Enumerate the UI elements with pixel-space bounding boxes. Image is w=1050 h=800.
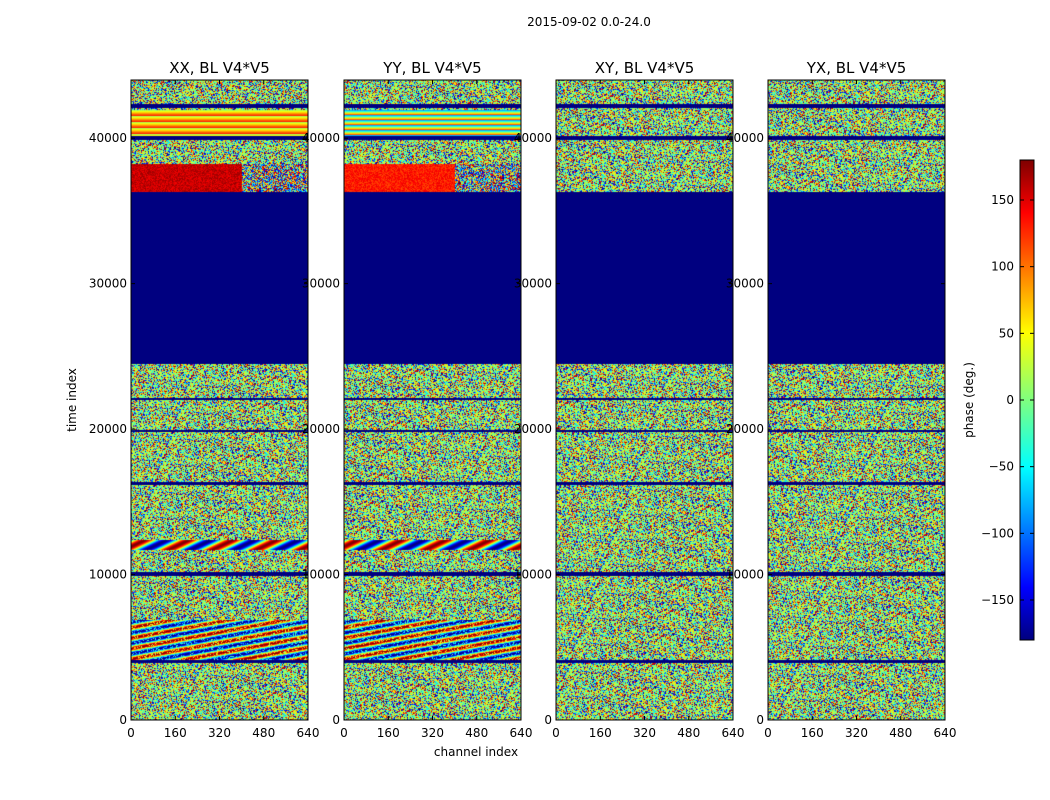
x-axis-label: channel index [434, 745, 518, 759]
y-tick-label: 20000 [726, 422, 764, 436]
x-tick-label: 320 [845, 726, 868, 740]
y-tick-label: 40000 [726, 131, 764, 145]
x-tick-label: 160 [164, 726, 187, 740]
colorbar-tick-label: 100 [991, 260, 1014, 274]
colorbar-tick-label: 50 [999, 326, 1014, 340]
y-tick-label: 10000 [514, 568, 552, 582]
y-tick-label: 0 [119, 713, 127, 727]
x-tick-label: 480 [889, 726, 912, 740]
panel-xx-title: XX, BL V4*V5 [169, 59, 270, 77]
x-tick-label: 640 [510, 726, 533, 740]
colorbar-label: phase (deg.) [962, 362, 976, 438]
x-tick-label: 640 [934, 726, 957, 740]
colorbar: phase (deg.) −150 −100 −50 0 50 100 150 [962, 159, 1035, 641]
y-tick-label: 0 [756, 713, 764, 727]
panel-yx-title: YX, BL V4*V5 [806, 59, 907, 77]
y-tick-label: 40000 [302, 131, 340, 145]
panel-xy: XY, BL V4*V5 0 160 320 480 640 0 10000 20000 3000… [514, 59, 745, 740]
x-tick-label: 0 [552, 726, 560, 740]
panel-yy-title: YY, BL V4*V5 [382, 59, 481, 77]
y-tick-label: 10000 [89, 568, 127, 582]
y-tick-label: 20000 [302, 422, 340, 436]
colorbar-tick-label: 0 [1006, 393, 1014, 407]
y-tick-label: 30000 [514, 277, 552, 291]
y-tick-label: 10000 [726, 568, 764, 582]
y-tick-label: 30000 [89, 277, 127, 291]
x-tick-label: 160 [377, 726, 400, 740]
figure-title: 2015-09-02 0.0-24.0 [527, 15, 651, 29]
y-tick-label: 20000 [514, 422, 552, 436]
x-tick-label: 640 [722, 726, 745, 740]
colorbar-tick-label: −50 [989, 460, 1014, 474]
panel-yx: YX, BL V4*V5 0 160 320 480 640 0 10000 20000 3000… [726, 59, 957, 740]
y-tick-label: 30000 [302, 277, 340, 291]
y-tick-label: 10000 [302, 568, 340, 582]
y-tick-label: 0 [544, 713, 552, 727]
panel-yy: YY, BL V4*V5 0 160 320 480 640 0 10000 20000 3000… [302, 59, 533, 740]
y-axis-label: time index [65, 368, 79, 432]
x-tick-label: 320 [633, 726, 656, 740]
panel-yx-heatmap [768, 80, 945, 720]
panel-xy-title: XY, BL V4*V5 [595, 59, 695, 77]
x-tick-label: 0 [764, 726, 772, 740]
y-tick-label: 30000 [726, 277, 764, 291]
panel-xy-heatmap [556, 80, 733, 720]
y-tick-label: 0 [332, 713, 340, 727]
colorbar-tick-label: −150 [981, 593, 1014, 607]
x-tick-label: 160 [801, 726, 824, 740]
y-tick-label: 40000 [514, 131, 552, 145]
panel-xx: XX, BL V4*V5 0 160 320 480 640 0 10000 20000 3000… [89, 59, 320, 740]
x-tick-label: 480 [465, 726, 488, 740]
x-tick-label: 320 [421, 726, 444, 740]
x-tick-label: 480 [252, 726, 275, 740]
panels-group: XX, BL V4*V5 0 160 320 480 640 0 10000 20000 3000… [89, 59, 957, 740]
x-tick-label: 320 [208, 726, 231, 740]
x-tick-label: 480 [677, 726, 700, 740]
colorbar-tick-label: −100 [981, 526, 1014, 540]
x-tick-label: 0 [127, 726, 135, 740]
x-tick-label: 160 [589, 726, 612, 740]
x-tick-label: 0 [340, 726, 348, 740]
x-tick-label: 640 [297, 726, 320, 740]
panel-xx-heatmap [131, 80, 308, 720]
panel-yy-heatmap [344, 80, 521, 720]
y-tick-label: 40000 [89, 131, 127, 145]
colorbar-tick-label: 150 [991, 193, 1014, 207]
y-tick-label: 20000 [89, 422, 127, 436]
